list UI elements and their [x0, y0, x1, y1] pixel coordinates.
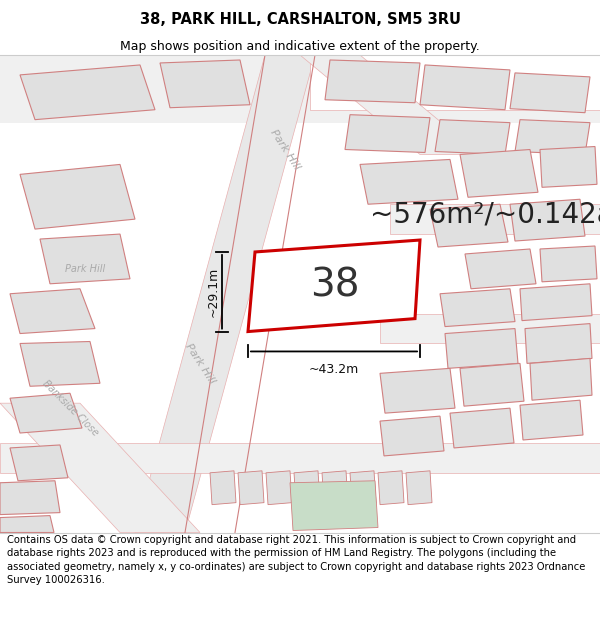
Polygon shape [325, 60, 420, 102]
Polygon shape [420, 65, 510, 110]
Polygon shape [310, 55, 600, 110]
Text: ~29.1m: ~29.1m [207, 267, 220, 317]
Polygon shape [322, 471, 348, 504]
Polygon shape [210, 471, 236, 504]
Text: ~43.2m: ~43.2m [309, 363, 359, 376]
Polygon shape [390, 204, 600, 234]
Polygon shape [0, 443, 600, 472]
Polygon shape [445, 329, 518, 368]
Text: Park Hill: Park Hill [65, 264, 105, 274]
Polygon shape [450, 408, 514, 448]
Polygon shape [510, 73, 590, 112]
Polygon shape [10, 289, 95, 334]
Polygon shape [380, 314, 600, 344]
Polygon shape [20, 341, 100, 386]
Polygon shape [360, 159, 458, 204]
Polygon shape [378, 471, 404, 504]
Polygon shape [430, 204, 508, 247]
Polygon shape [460, 149, 538, 198]
Polygon shape [266, 471, 292, 504]
Polygon shape [300, 55, 480, 154]
Polygon shape [515, 119, 590, 154]
Polygon shape [345, 115, 430, 152]
Polygon shape [540, 146, 597, 188]
Polygon shape [248, 240, 420, 331]
Polygon shape [460, 363, 524, 406]
Text: Contains OS data © Crown copyright and database right 2021. This information is : Contains OS data © Crown copyright and d… [7, 535, 586, 585]
Polygon shape [20, 164, 135, 229]
Text: ~576m²/~0.142ac.: ~576m²/~0.142ac. [370, 200, 600, 228]
Polygon shape [40, 234, 130, 284]
Polygon shape [525, 324, 592, 363]
Polygon shape [380, 416, 444, 456]
Polygon shape [135, 55, 315, 532]
Polygon shape [380, 368, 455, 413]
Text: Park Hill: Park Hill [268, 127, 302, 171]
Polygon shape [540, 246, 597, 282]
Polygon shape [10, 445, 68, 481]
Polygon shape [20, 65, 155, 119]
Text: 38: 38 [310, 266, 359, 304]
Polygon shape [10, 393, 82, 433]
Text: Bankside Close: Bankside Close [40, 378, 100, 438]
Polygon shape [440, 289, 515, 327]
Text: Map shows position and indicative extent of the property.: Map shows position and indicative extent… [120, 39, 480, 52]
Polygon shape [530, 358, 592, 400]
Polygon shape [160, 60, 250, 108]
Text: Park Hill: Park Hill [183, 341, 217, 386]
Polygon shape [435, 119, 510, 154]
Text: 38, PARK HILL, CARSHALTON, SM5 3RU: 38, PARK HILL, CARSHALTON, SM5 3RU [139, 12, 461, 27]
Polygon shape [238, 471, 264, 504]
Polygon shape [406, 471, 432, 504]
Polygon shape [0, 55, 600, 123]
Polygon shape [465, 249, 536, 289]
Polygon shape [0, 481, 60, 514]
Polygon shape [520, 400, 583, 440]
Polygon shape [350, 471, 376, 504]
Polygon shape [520, 284, 592, 321]
Polygon shape [0, 516, 54, 532]
Polygon shape [0, 403, 200, 532]
Polygon shape [294, 471, 320, 504]
Polygon shape [510, 199, 585, 241]
Polygon shape [290, 481, 378, 531]
